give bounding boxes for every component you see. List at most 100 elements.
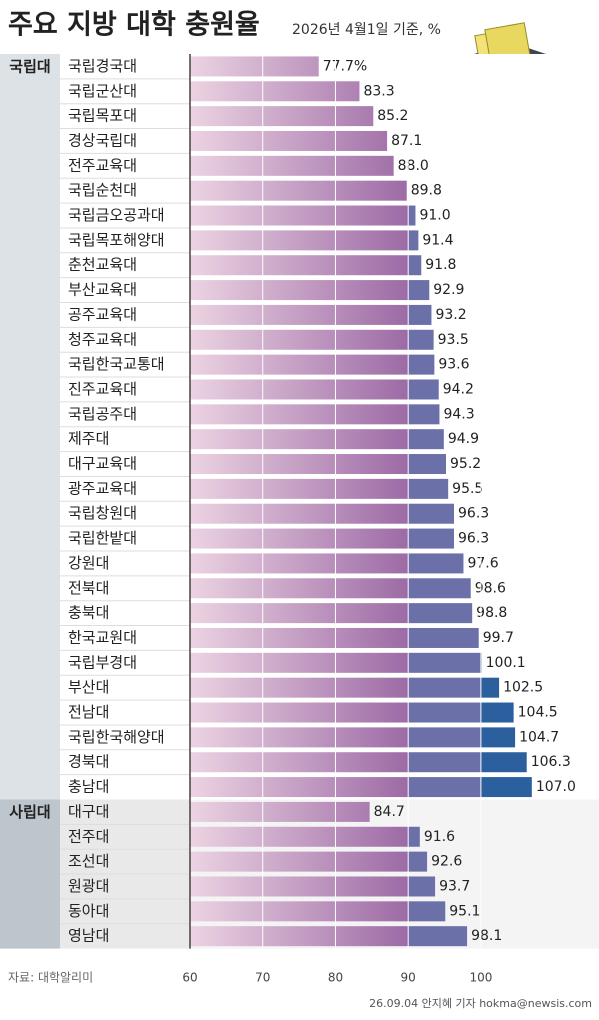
category-label: 전남대: [68, 703, 109, 721]
value-label: 99.7: [483, 630, 514, 646]
bar: [190, 56, 319, 77]
bar: [190, 329, 434, 350]
value-label: 95.1: [449, 903, 480, 919]
bar: [190, 304, 432, 325]
value-label: 98.1: [471, 928, 502, 944]
category-label: 경상국립대: [68, 131, 137, 149]
category-label: 국립한국해양대: [68, 728, 165, 746]
value-label: 98.6: [475, 580, 506, 596]
value-label: 106.3: [531, 754, 571, 770]
category-label: 원광대: [68, 877, 109, 895]
category-label: 국립창원대: [68, 504, 137, 522]
category-label: 국립공주대: [68, 405, 137, 423]
plot-band: [190, 799, 599, 949]
x-tick-label: 70: [255, 971, 270, 985]
bar: [190, 503, 454, 524]
value-label: 93.5: [438, 332, 469, 348]
bar: [190, 851, 428, 872]
bar: [190, 553, 464, 574]
bar: [190, 354, 435, 375]
category-label: 한국교원대: [68, 628, 137, 646]
category-label: 충북대: [68, 604, 109, 622]
bar: [190, 280, 430, 301]
value-label: 92.9: [433, 282, 464, 298]
value-label: 77.7%: [323, 58, 367, 74]
value-label: 93.7: [439, 878, 470, 894]
value-label: 85.2: [377, 108, 408, 124]
value-label: 92.6: [431, 854, 462, 870]
value-label: 94.9: [448, 431, 479, 447]
bar: [190, 677, 500, 698]
bar: [190, 379, 439, 400]
bar: [190, 826, 420, 847]
bar: [190, 603, 473, 624]
value-label: 88.0: [398, 158, 429, 174]
bar: [190, 454, 446, 475]
value-label: 91.4: [422, 232, 453, 248]
category-label: 부산대: [68, 678, 109, 696]
category-label: 춘천교육대: [68, 256, 137, 274]
value-label: 89.8: [411, 183, 442, 199]
bar: [190, 478, 449, 499]
category-label: 국립경국대: [68, 57, 137, 75]
value-label: 94.2: [443, 381, 474, 397]
category-label: 동아대: [68, 902, 109, 920]
value-label: 91.8: [425, 257, 456, 273]
category-label: 제주대: [68, 430, 109, 448]
category-label: 전주대: [68, 827, 109, 845]
group-label: 사립대: [9, 803, 50, 821]
value-label: 95.2: [450, 456, 481, 472]
value-label: 100.1: [486, 655, 526, 671]
bar: [190, 926, 468, 947]
bar: [190, 752, 527, 773]
group-label: 국립대: [9, 58, 50, 76]
x-tick-label: 60: [182, 971, 197, 985]
category-label: 광주교육대: [68, 479, 137, 497]
bar: [190, 130, 388, 151]
category-label: 진주교육대: [68, 380, 137, 398]
bar: [190, 205, 416, 226]
value-label: 91.6: [424, 829, 455, 845]
category-label: 조선대: [68, 852, 109, 870]
category-label: 국립군산대: [68, 82, 137, 100]
bar: [190, 901, 446, 922]
bar: [190, 255, 422, 276]
bar: [190, 702, 514, 723]
bar: [190, 230, 419, 251]
bar: [190, 777, 532, 798]
value-label: 96.3: [458, 531, 489, 547]
category-label: 대구대: [68, 802, 109, 820]
value-label: 87.1: [391, 133, 422, 149]
category-label: 전북대: [68, 579, 109, 597]
category-label: 영남대: [68, 927, 109, 945]
category-label: 국립금오공과대: [68, 206, 165, 224]
value-label: 93.6: [438, 357, 469, 373]
chart-subtitle: 2026년 4월1일 기준, %: [292, 22, 441, 38]
bar: [190, 180, 407, 201]
category-label: 강원대: [68, 554, 109, 572]
category-label: 부산교육대: [68, 281, 137, 299]
bar: [190, 106, 374, 127]
group-band: [0, 54, 60, 800]
x-tick-label: 90: [401, 971, 416, 985]
value-label: 96.3: [458, 506, 489, 522]
bar: [190, 155, 394, 176]
x-tick-label: 100: [469, 971, 492, 985]
value-label: 104.7: [519, 729, 559, 745]
bar: [190, 876, 436, 897]
bar: [190, 81, 360, 102]
value-label: 97.6: [467, 555, 498, 571]
value-label: 98.8: [476, 605, 507, 621]
value-label: 102.5: [503, 680, 543, 696]
value-label: 93.2: [435, 307, 466, 323]
bar: [190, 404, 440, 425]
category-label: 청주교육대: [68, 330, 137, 348]
category-label: 공주교육대: [68, 305, 137, 323]
credit: 26.09.04 안지혜 기자 hokma@newsis.com: [369, 997, 592, 1010]
x-tick-label: 80: [328, 971, 343, 985]
category-label: 국립한밭대: [68, 529, 137, 547]
bar: [190, 727, 516, 748]
category-label: 국립목포해양대: [68, 231, 165, 249]
source: 자료: 대학알리미: [8, 971, 93, 985]
